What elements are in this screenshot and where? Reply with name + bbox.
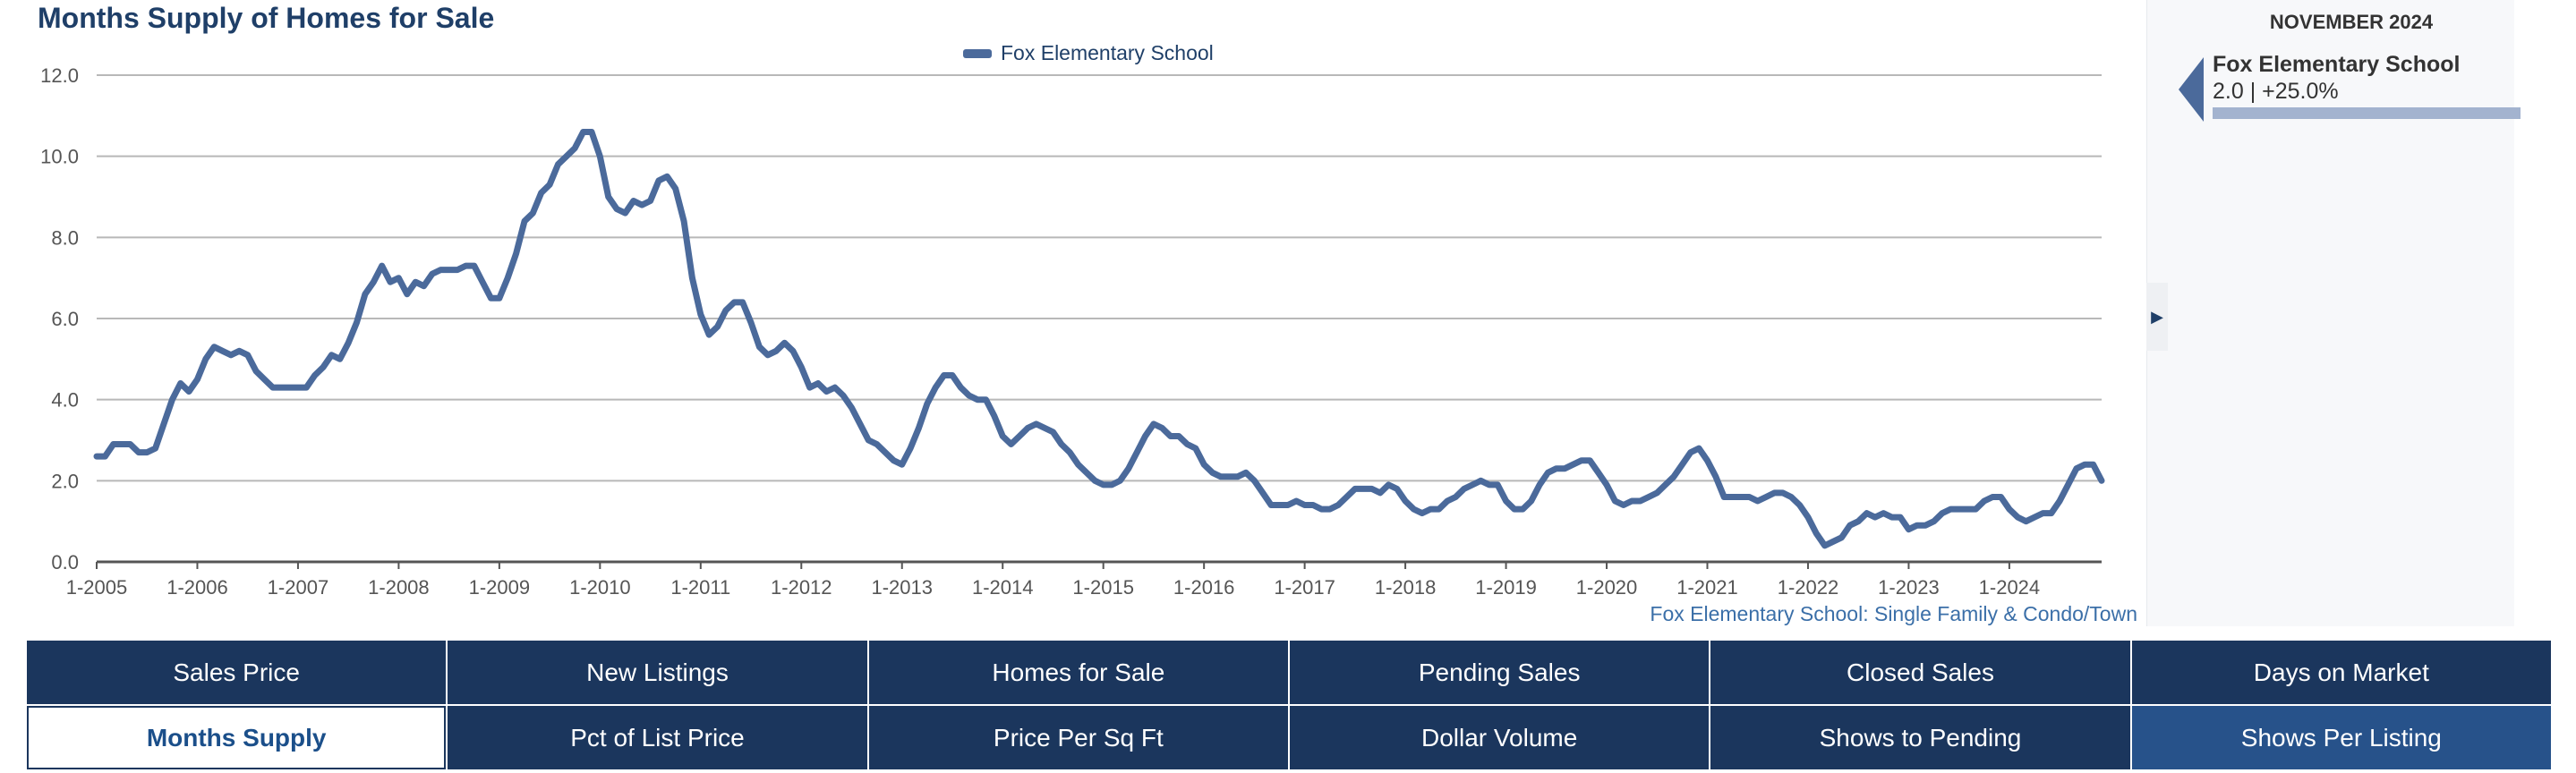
tab-days-on-market[interactable]: Days on Market bbox=[2131, 641, 2551, 704]
tab-homes-for-sale[interactable]: Homes for Sale bbox=[868, 641, 1288, 704]
months-supply-chart: 0.0 2.0 4.0 6.0 8.0 10.0 12.0 1-2005 1-2006 1-200… bbox=[40, 41, 2137, 625]
x-tick-label: 1-2007 bbox=[268, 576, 329, 599]
x-tick-label: 1-2005 bbox=[66, 576, 128, 599]
y-tick-label: 2.0 bbox=[51, 470, 79, 492]
x-tick-label: 1-2006 bbox=[166, 576, 228, 599]
x-tick-label: 1-2012 bbox=[771, 576, 832, 599]
tab-sales-price[interactable]: Sales Price bbox=[27, 641, 447, 704]
metric-tabs: Sales Price New Listings Homes for Sale … bbox=[27, 641, 2551, 769]
chart-title: Months Supply of Homes for Sale bbox=[38, 2, 495, 34]
x-tick-label: 1-2013 bbox=[871, 576, 933, 599]
y-tick-label: 0.0 bbox=[51, 551, 79, 573]
y-tick-label: 10.0 bbox=[40, 146, 79, 168]
y-tick-label: 12.0 bbox=[40, 64, 79, 87]
x-tick-label: 1-2021 bbox=[1676, 576, 1738, 599]
series-line bbox=[93, 129, 2105, 549]
legend-label: Fox Elementary School bbox=[1001, 41, 1214, 64]
tab-months-supply[interactable]: Months Supply bbox=[27, 706, 447, 769]
x-tick-label: 1-2017 bbox=[1274, 576, 1335, 599]
panel-toggle-button[interactable]: ▶ bbox=[2146, 283, 2168, 351]
y-tick-label: 4.0 bbox=[51, 389, 79, 412]
tab-closed-sales[interactable]: Closed Sales bbox=[1710, 641, 2130, 704]
tab-shows-per-listing[interactable]: Shows Per Listing bbox=[2131, 706, 2551, 769]
x-tick-label: 1-2016 bbox=[1173, 576, 1235, 599]
selected-month: NOVEMBER 2024 bbox=[2269, 11, 2434, 33]
chart-footnote: Fox Elementary School: Single Family & C… bbox=[1650, 602, 2137, 625]
x-tick-label: 1-2015 bbox=[1072, 576, 1134, 599]
x-tick-label: 1-2010 bbox=[569, 576, 631, 599]
detail-series-name: Fox Elementary School bbox=[2213, 52, 2461, 77]
x-tick-label: 1-2019 bbox=[1475, 576, 1537, 599]
x-tick-label: 1-2022 bbox=[1778, 576, 1839, 599]
x-tick-label: 1-2011 bbox=[670, 576, 730, 599]
detail-series-bar bbox=[2213, 107, 2521, 119]
x-tick-label: 1-2009 bbox=[469, 576, 531, 599]
x-tick-label: 1-2018 bbox=[1375, 576, 1437, 599]
x-tick-label: 1-2014 bbox=[972, 576, 1034, 599]
tab-pending-sales[interactable]: Pending Sales bbox=[1290, 641, 1710, 704]
x-tick-label: 1-2020 bbox=[1576, 576, 1638, 599]
tab-price-per-sq-ft[interactable]: Price Per Sq Ft bbox=[868, 706, 1288, 769]
tab-new-listings[interactable]: New Listings bbox=[448, 641, 867, 704]
tab-shows-to-pending[interactable]: Shows to Pending bbox=[1710, 706, 2130, 769]
pointer-arrow-icon bbox=[2179, 57, 2204, 122]
y-tick-label: 8.0 bbox=[51, 226, 79, 249]
x-tick-label: 1-2008 bbox=[368, 576, 430, 599]
x-tick-label: 1-2024 bbox=[1979, 576, 2041, 599]
chevron-right-icon: ▶ bbox=[2151, 307, 2163, 326]
legend-swatch bbox=[963, 49, 992, 58]
detail-panel bbox=[2146, 0, 2514, 626]
x-tick-label: 1-2023 bbox=[1878, 576, 1940, 599]
detail-series-value: 2.0 | +25.0% bbox=[2213, 79, 2339, 104]
y-tick-label: 6.0 bbox=[51, 308, 79, 330]
tab-dollar-volume[interactable]: Dollar Volume bbox=[1290, 706, 1710, 769]
tab-pct-of-list-price[interactable]: Pct of List Price bbox=[448, 706, 867, 769]
